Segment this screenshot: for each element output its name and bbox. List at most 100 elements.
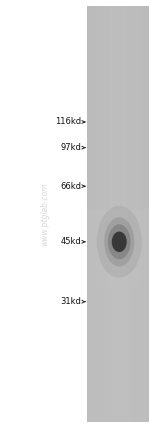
Bar: [87, 192, 148, 199]
Bar: [136, 6, 138, 422]
Bar: [139, 6, 141, 422]
Bar: [87, 47, 148, 53]
Text: 31kd: 31kd: [60, 297, 81, 306]
Bar: [87, 416, 148, 422]
Bar: [87, 322, 148, 328]
Bar: [110, 6, 112, 422]
Bar: [104, 6, 106, 422]
Bar: [87, 32, 148, 38]
Bar: [87, 250, 148, 256]
Bar: [87, 89, 148, 95]
Bar: [124, 6, 126, 422]
Bar: [132, 6, 134, 422]
Bar: [87, 115, 148, 121]
Bar: [107, 6, 109, 422]
Bar: [87, 11, 148, 17]
Bar: [87, 270, 148, 276]
Bar: [87, 276, 148, 282]
Bar: [116, 6, 118, 422]
Bar: [87, 94, 148, 100]
Bar: [87, 260, 148, 266]
Text: 116kd: 116kd: [55, 117, 81, 127]
Bar: [87, 281, 148, 287]
Bar: [87, 42, 148, 48]
Bar: [87, 348, 148, 354]
Text: 45kd: 45kd: [60, 237, 81, 247]
Bar: [122, 6, 124, 422]
Bar: [87, 379, 148, 385]
Bar: [87, 239, 148, 245]
Bar: [129, 6, 130, 422]
Bar: [87, 62, 148, 69]
Bar: [146, 6, 147, 422]
Bar: [87, 405, 148, 411]
Text: www.ptglab.com: www.ptglab.com: [40, 182, 50, 246]
Bar: [87, 389, 148, 395]
Bar: [87, 291, 148, 297]
Bar: [87, 172, 148, 178]
Bar: [87, 52, 148, 58]
Bar: [87, 151, 148, 157]
Bar: [87, 244, 148, 250]
Ellipse shape: [97, 206, 142, 278]
Bar: [87, 317, 148, 323]
Bar: [87, 99, 148, 105]
Bar: [112, 6, 113, 422]
Bar: [93, 6, 95, 422]
Bar: [87, 73, 148, 79]
Bar: [87, 369, 148, 375]
Bar: [87, 208, 148, 214]
Bar: [141, 6, 143, 422]
Bar: [87, 353, 148, 359]
Bar: [87, 37, 148, 43]
Bar: [130, 6, 132, 422]
Ellipse shape: [104, 217, 134, 267]
Bar: [125, 6, 127, 422]
Bar: [99, 6, 101, 422]
Bar: [87, 218, 148, 224]
Bar: [87, 296, 148, 302]
Bar: [87, 161, 148, 167]
Bar: [119, 6, 121, 422]
Bar: [87, 384, 148, 390]
Bar: [102, 6, 104, 422]
Bar: [87, 410, 148, 416]
Bar: [87, 255, 148, 261]
Bar: [147, 6, 149, 422]
Bar: [87, 182, 148, 188]
Bar: [87, 78, 148, 84]
Bar: [87, 223, 148, 229]
Bar: [87, 166, 148, 172]
Bar: [87, 26, 148, 33]
Bar: [109, 6, 110, 422]
Bar: [87, 130, 148, 136]
Bar: [87, 286, 148, 292]
Bar: [87, 68, 148, 74]
Bar: [87, 343, 148, 349]
Bar: [101, 6, 103, 422]
Bar: [87, 359, 148, 365]
Bar: [96, 6, 98, 422]
Bar: [87, 187, 148, 193]
Bar: [133, 6, 135, 422]
Bar: [118, 6, 120, 422]
Bar: [87, 57, 148, 63]
Bar: [88, 6, 90, 422]
Bar: [87, 395, 148, 401]
Bar: [144, 6, 146, 422]
Bar: [95, 6, 97, 422]
Bar: [142, 6, 144, 422]
Bar: [87, 120, 148, 126]
Bar: [87, 140, 148, 146]
Bar: [87, 234, 148, 240]
Bar: [115, 6, 117, 422]
Text: 66kd: 66kd: [60, 181, 81, 191]
Bar: [98, 6, 100, 422]
Bar: [87, 125, 148, 131]
Bar: [121, 6, 123, 422]
Bar: [87, 364, 148, 370]
Bar: [87, 327, 148, 333]
Bar: [87, 333, 148, 339]
Bar: [87, 312, 148, 318]
Bar: [87, 135, 148, 141]
